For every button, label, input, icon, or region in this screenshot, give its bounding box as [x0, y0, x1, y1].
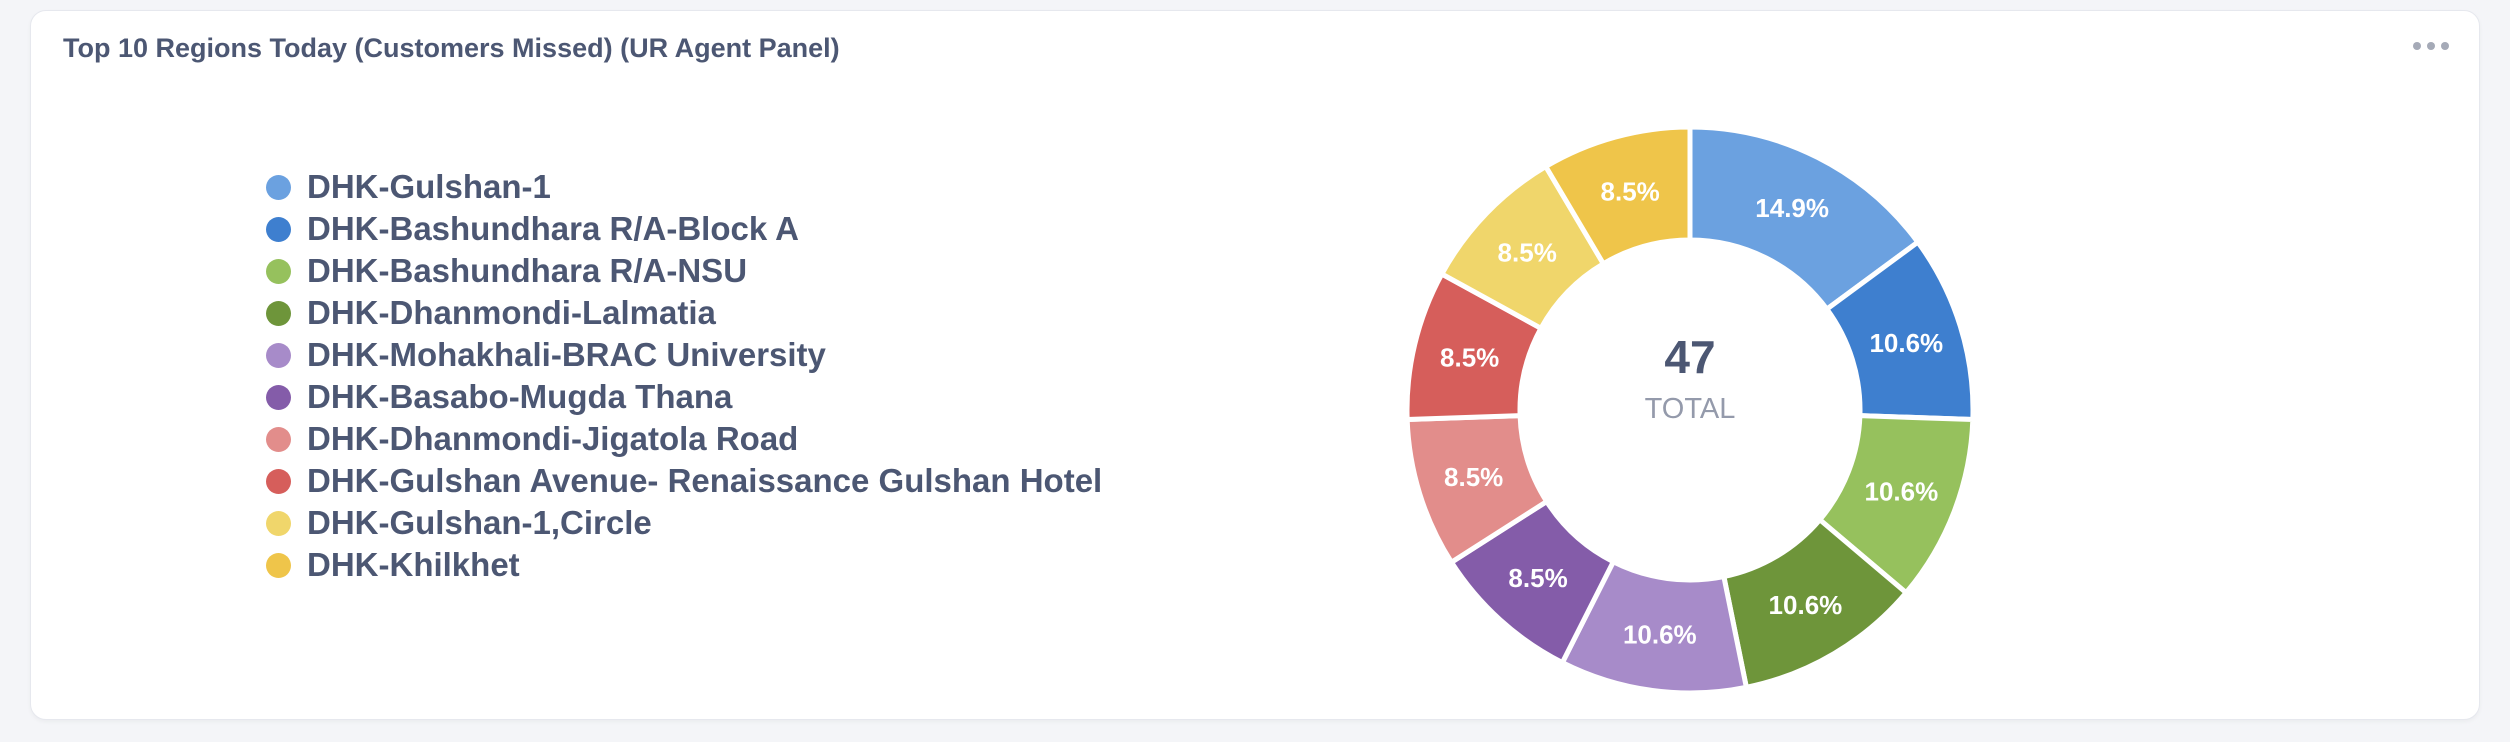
total-value: 47	[1664, 331, 1716, 383]
slice-percent-label: 8.5%	[1498, 238, 1557, 268]
slice-percent-label: 8.5%	[1601, 177, 1660, 207]
slice-percent-label: 14.9%	[1755, 193, 1829, 223]
legend-label: DHK-Bashundhara R/A-NSU	[307, 252, 748, 289]
slice-percent-label: 10.6%	[1869, 328, 1943, 358]
legend-item[interactable]: DHK-Dhanmondi-Jigatola Road	[266, 418, 1102, 460]
donut-chart: 14.9% 10.6% 10.6% 10.6% 10.6% 8.5% 8.5% 8.5% 8.5…	[1404, 124, 1976, 696]
more-horizontal-icon	[2413, 42, 2449, 50]
legend-swatch	[266, 342, 291, 368]
legend-swatch	[266, 300, 291, 326]
legend-label: DHK-Bashundhara R/A-Block A	[307, 210, 799, 247]
dashboard-card: Top 10 Regions Today (Customers Missed) …	[30, 10, 2480, 720]
legend-label: DHK-Mohakhali-BRAC University	[307, 336, 826, 373]
legend-swatch	[266, 258, 291, 284]
donut-slice[interactable]	[1543, 124, 1693, 267]
legend-item[interactable]: DHK-Gulshan-1	[266, 166, 1102, 208]
legend-item[interactable]: DHK-Dhanmondi-Lalmatia	[266, 292, 1102, 334]
legend-label: DHK-Gulshan-1	[307, 168, 551, 205]
slice-percent-label: 10.6%	[1769, 590, 1843, 620]
slice-percent-label: 10.6%	[1864, 476, 1938, 506]
more-options-button[interactable]	[2411, 33, 2451, 59]
legend-label: DHK-Gulshan-1,Circle	[307, 504, 652, 541]
legend-swatch	[266, 426, 291, 452]
legend-item[interactable]: DHK-Basabo-Mugda Thana	[266, 376, 1102, 418]
legend-swatch	[266, 468, 291, 494]
legend-item[interactable]: DHK-Gulshan Avenue- Renaissance Gulshan …	[266, 460, 1102, 502]
legend-label: DHK-Dhanmondi-Jigatola Road	[307, 420, 799, 457]
slice-percent-label: 8.5%	[1508, 563, 1567, 593]
legend-item[interactable]: DHK-Bashundhara R/A-NSU	[266, 250, 1102, 292]
legend-swatch	[266, 552, 291, 578]
legend-label: DHK-Gulshan Avenue- Renaissance Gulshan …	[307, 462, 1103, 499]
legend-swatch	[266, 510, 291, 536]
legend-item[interactable]: DHK-Khilkhet	[266, 544, 1102, 586]
total-caption: TOTAL	[1644, 393, 1736, 425]
legend-item[interactable]: DHK-Mohakhali-BRAC University	[266, 334, 1102, 376]
legend-swatch	[266, 216, 291, 242]
legend-label: DHK-Khilkhet	[307, 546, 520, 583]
card-title[interactable]: Top 10 Regions Today (Customers Missed) …	[63, 33, 840, 63]
slice-percent-label: 8.5%	[1444, 462, 1503, 492]
legend-swatch	[266, 174, 291, 200]
legend-item[interactable]: DHK-Bashundhara R/A-Block A	[266, 208, 1102, 250]
legend-label: DHK-Dhanmondi-Lalmatia	[307, 294, 716, 331]
legend-item[interactable]: DHK-Gulshan-1,Circle	[266, 502, 1102, 544]
chart-legend: DHK-Gulshan-1 DHK-Bashundhara R/A-Block A…	[266, 166, 1102, 586]
legend-label: DHK-Basabo-Mugda Thana	[307, 378, 733, 415]
slice-percent-label: 10.6%	[1623, 619, 1697, 649]
legend-swatch	[266, 384, 291, 410]
slice-percent-label: 8.5%	[1440, 342, 1499, 372]
